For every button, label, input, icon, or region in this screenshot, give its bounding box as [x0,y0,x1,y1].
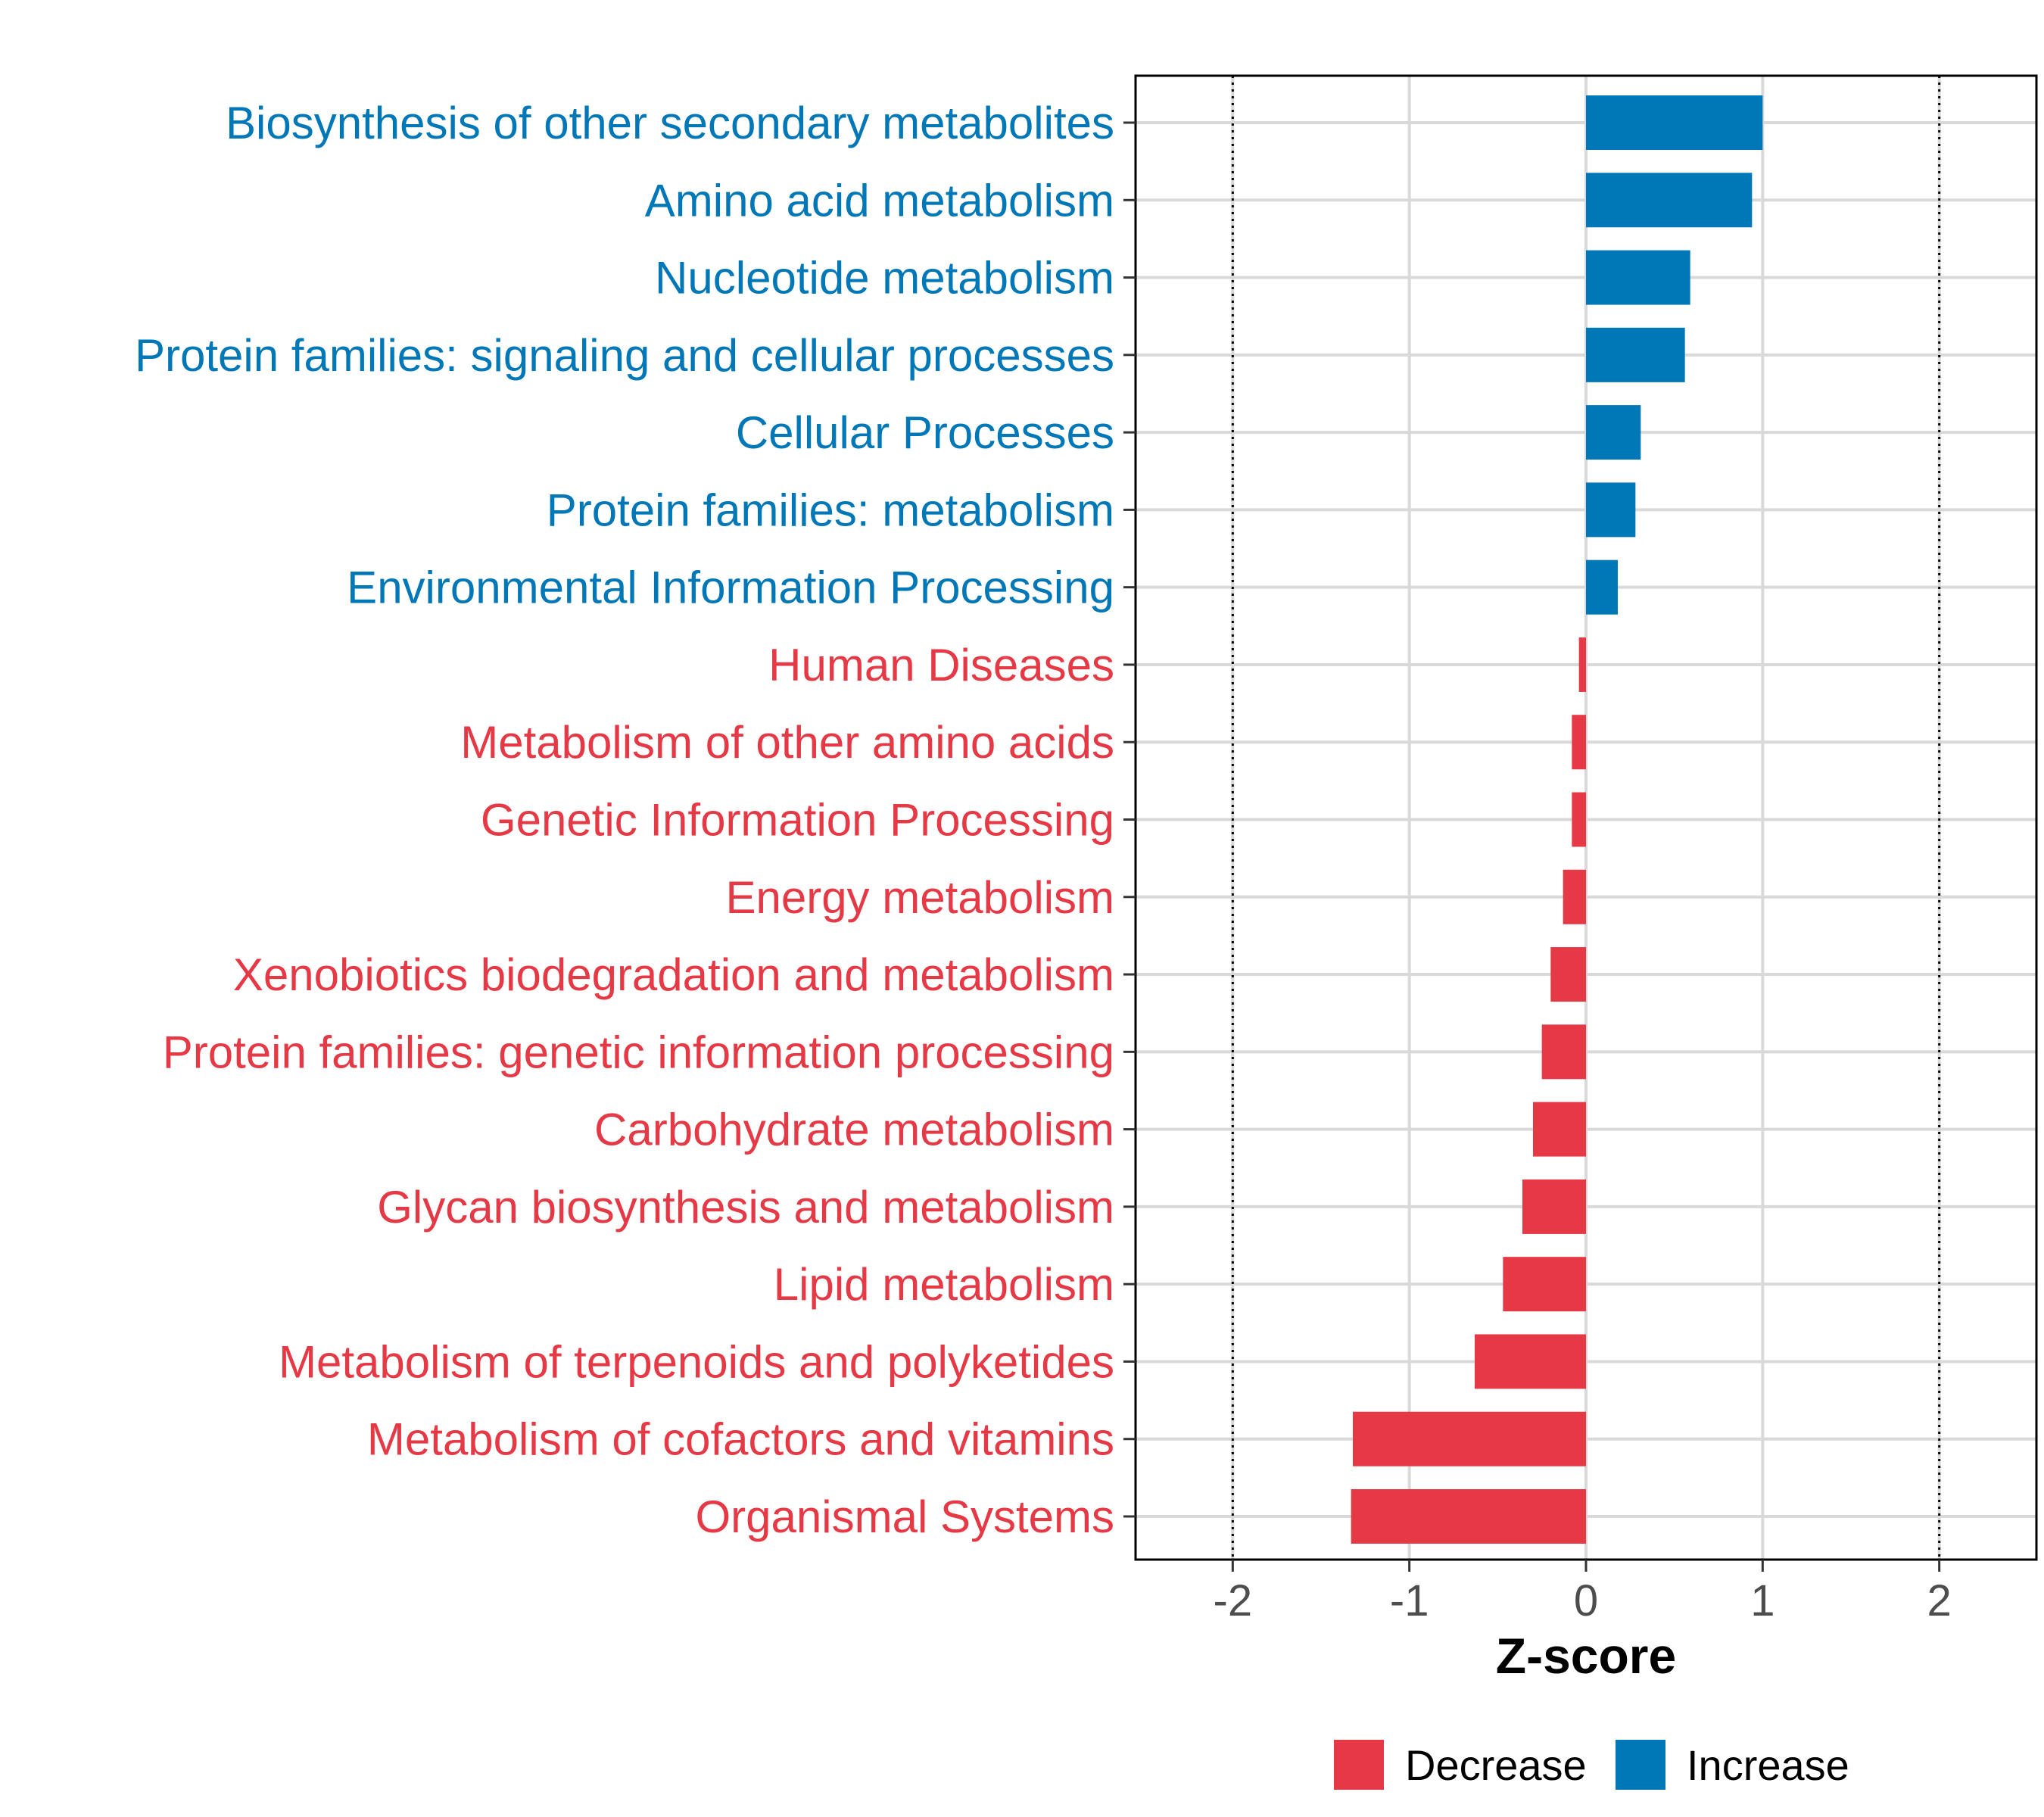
bar [1578,637,1586,692]
bar [1572,715,1586,770]
bar [1586,173,1753,228]
bar [1586,559,1618,615]
bar [1541,1024,1586,1080]
legend-label-decrease: Decrease [1405,1741,1587,1789]
category-label: Protein families: metabolism [547,485,1114,535]
bar [1586,327,1685,382]
category-label: Energy metabolism [725,872,1114,923]
category-label: Glycan biosynthesis and metabolism [377,1182,1114,1233]
category-label: Protein families: genetic information pr… [163,1027,1114,1077]
bar [1550,947,1586,1002]
legend-key-decrease [1334,1740,1384,1790]
reference-lines [1231,76,1941,1560]
bar [1475,1334,1586,1389]
x-axis: -2 -1 0 1 2 [1214,1560,1952,1625]
category-label: Protein families: signaling and cellular… [135,330,1114,381]
category-label: Human Diseases [768,640,1114,690]
category-label: Organismal Systems [696,1491,1114,1542]
x-tick-label: 0 [1574,1576,1598,1625]
bar [1586,250,1690,305]
category-label: Lipid metabolism [774,1259,1114,1310]
bar [1586,482,1636,538]
bar [1351,1489,1586,1544]
legend: Decrease Increase [1334,1740,1849,1790]
category-label: Nucleotide metabolism [655,253,1114,304]
bar [1533,1102,1586,1157]
bar [1586,95,1763,150]
x-axis-title: Z-score [1496,1628,1676,1684]
category-label: Carbohydrate metabolism [594,1105,1114,1155]
x-tick-label: 1 [1750,1576,1774,1625]
category-label: Amino acid metabolism [645,175,1114,226]
bar [1353,1411,1586,1466]
bar [1503,1257,1586,1312]
bar [1563,869,1586,924]
category-label: Biosynthesis of other secondary metaboli… [226,98,1114,148]
x-tick-label: 2 [1927,1576,1952,1625]
category-label: Environmental Information Processing [347,563,1114,613]
legend-label-increase: Increase [1687,1741,1849,1789]
category-label: Metabolism of cofactors and vitamins [367,1414,1114,1465]
category-label: Metabolism of terpenoids and polyketides [279,1336,1114,1387]
bar [1572,792,1586,847]
x-tick-label: -2 [1214,1576,1253,1625]
x-tick-label: -1 [1390,1576,1429,1625]
bars [1351,95,1763,1544]
category-label: Metabolism of other amino acids [460,717,1114,768]
category-label: Cellular Processes [736,407,1114,458]
bar [1586,405,1641,460]
legend-key-increase [1616,1740,1665,1790]
bar [1522,1179,1586,1234]
category-label: Genetic Information Processing [481,795,1114,846]
y-axis: Biosynthesis of other secondary metaboli… [135,98,1136,1542]
category-label: Xenobiotics biodegradation and metabolis… [233,949,1114,1000]
